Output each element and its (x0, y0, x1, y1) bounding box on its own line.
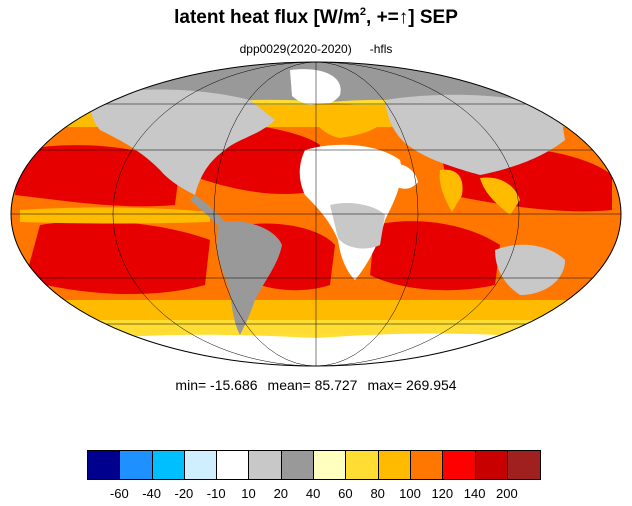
colorbar-box (507, 451, 541, 479)
graticule (11, 62, 621, 366)
colorbar-box (378, 451, 411, 479)
southeast-asia (480, 177, 520, 215)
antarctica (40, 333, 600, 366)
colorbar-box (88, 451, 121, 479)
colorbar-box (443, 451, 476, 479)
europe (310, 103, 385, 138)
australia (495, 244, 565, 295)
colorbar-labels: -60 -40 -20 -10 10 20 40 60 80 100 120 140 200 (0, 486, 632, 504)
colorbar-box (410, 451, 444, 479)
colorbar-label: -10 (206, 486, 226, 501)
colorbar-box (346, 451, 379, 479)
colorbar-label: 140 (463, 486, 486, 501)
colorbar-label: -60 (109, 486, 129, 501)
stat-min: min= -15.686 (175, 377, 258, 393)
colorbar-label: -20 (174, 486, 194, 501)
north-pacific-high (15, 145, 180, 207)
colorbar-box (281, 451, 315, 479)
stat-max: max= 269.954 (367, 377, 457, 393)
colorbar-box (475, 451, 508, 479)
subtitle-run: dpp0029(2020-2020) (239, 42, 352, 56)
world-map (10, 61, 622, 367)
colorbar-label: 40 (305, 486, 321, 501)
subtitle-variable: -hfls (369, 42, 393, 56)
title-superscript: 2 (359, 6, 367, 18)
title-suffix: ] SEP (408, 7, 458, 28)
asia (385, 94, 565, 175)
graticule-meridian-60 (213, 62, 419, 366)
colorbar-label: 60 (338, 486, 353, 501)
title-middle: , += (366, 7, 399, 28)
colorbar-label: -40 (142, 486, 161, 501)
up-arrow-icon: ↑ (398, 7, 409, 28)
map-border (10, 61, 622, 367)
colorbar (87, 450, 542, 480)
colorbar-label: 200 (496, 486, 518, 501)
colorbar-box (120, 451, 153, 479)
equatorial-pacific-low (20, 207, 210, 224)
colorbar-label: 120 (431, 486, 454, 501)
colorbar-box (314, 451, 347, 479)
central-africa-grey (330, 203, 385, 249)
map-subtitle: dpp0029(2020-2020) -hfls (0, 42, 632, 56)
colorbar-box (249, 451, 282, 479)
indian-ocean-high (370, 221, 500, 291)
colorbar-label: 20 (273, 486, 289, 501)
central-america (190, 195, 225, 226)
north-america (90, 89, 275, 195)
stats-line: min= -15.686 mean= 85.727 max= 269.954 (0, 377, 632, 393)
arabia (385, 163, 418, 189)
colorbar-box (152, 451, 185, 479)
stat-mean: mean= 85.727 (267, 377, 358, 393)
south-pacific-high (25, 220, 210, 295)
india (439, 169, 463, 212)
title-prefix: latent heat flux [W/m (174, 7, 360, 28)
colorbar-label: 10 (241, 486, 256, 501)
colorbar-box (184, 451, 218, 479)
colorbar-label: 80 (370, 486, 385, 501)
colorbar-label: 100 (399, 486, 421, 501)
graticule-meridian-120 (112, 62, 520, 366)
greenland (290, 69, 341, 106)
colorbar-box (217, 451, 250, 479)
map-title: latent heat flux [W/m2, +=↑] SEP (0, 6, 632, 29)
